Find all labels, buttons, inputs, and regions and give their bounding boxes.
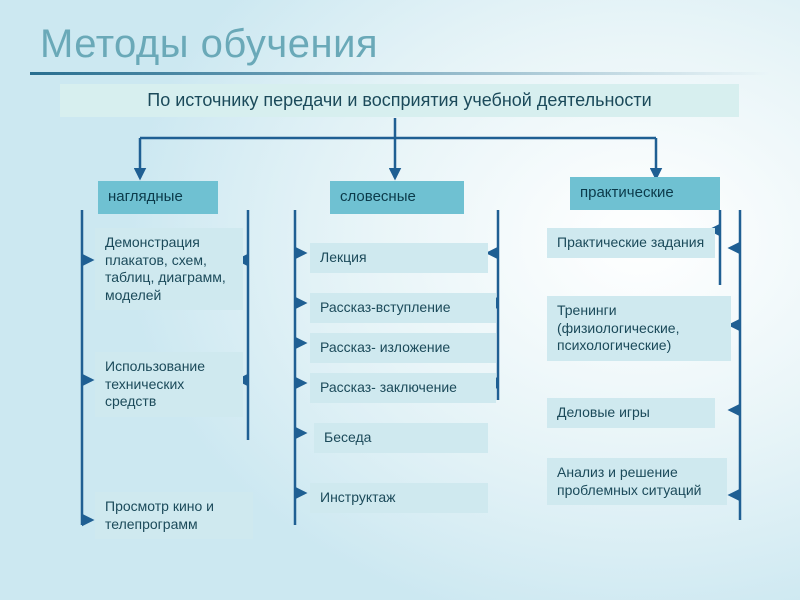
item-problem-analysis: Анализ и решение проблемных ситуаций [547, 458, 727, 505]
item-lecture: Лекция [310, 243, 488, 273]
title-underline [30, 72, 770, 75]
slide: Методы обучения По источнику передачи и … [0, 0, 800, 600]
item-demo: Демонстрация плакатов, схем, таблиц, диа… [95, 228, 243, 310]
item-story-concl: Рассказ- заключение [310, 373, 496, 403]
page-title: Методы обучения [40, 22, 378, 67]
item-story-expo: Рассказ- изложение [310, 333, 496, 363]
subtitle: По источнику передачи и восприятия учебн… [60, 84, 739, 117]
item-story-intro: Рассказ-вступление [310, 293, 496, 323]
category-verbal: словесные [330, 181, 464, 214]
category-visual: наглядные [98, 181, 218, 214]
item-conversation: Беседа [314, 423, 488, 453]
category-practical: практические [570, 177, 720, 210]
item-practical-tasks: Практические задания [547, 228, 715, 258]
item-cinema: Просмотр кино и телепрограмм [95, 492, 253, 539]
item-trainings: Тренинги (физиологические, психологическ… [547, 296, 731, 361]
item-tech: Использование технических средств [95, 352, 243, 417]
item-instruction: Инструктаж [310, 483, 488, 513]
item-business-games: Деловые игры [547, 398, 715, 428]
